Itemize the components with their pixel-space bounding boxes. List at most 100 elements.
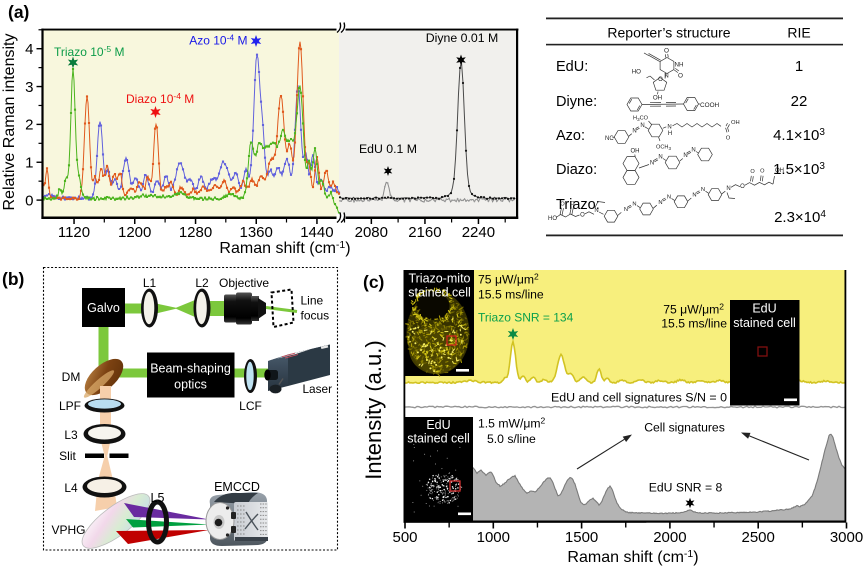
svg-text:EdU 0.1 M: EdU 0.1 M	[359, 142, 417, 156]
svg-text:5.0 s/line: 5.0 s/line	[487, 432, 536, 446]
svg-text:500: 500	[392, 529, 417, 546]
svg-text:1440: 1440	[300, 224, 333, 241]
svg-text:Diazo:: Diazo:	[556, 162, 597, 178]
svg-text:Raman shift (cm-1): Raman shift (cm-1)	[219, 239, 350, 257]
svg-text:N: N	[726, 186, 730, 192]
svg-text:L5: L5	[151, 491, 165, 505]
svg-text:2.3×104: 2.3×104	[774, 209, 826, 226]
svg-text:(b): (b)	[2, 269, 24, 289]
svg-text:N: N	[632, 129, 636, 135]
svg-text:EdU SNR = 8: EdU SNR = 8	[649, 481, 723, 495]
svg-text:N: N	[692, 193, 696, 199]
svg-text:Line: Line	[301, 294, 324, 308]
svg-text:22: 22	[791, 93, 808, 110]
svg-text:(a): (a)	[8, 2, 29, 22]
svg-text:OCH3: OCH3	[656, 145, 671, 151]
svg-text:1: 1	[795, 58, 803, 75]
svg-text:EdU and cell signatures S/N =: EdU and cell signatures S/N = 0	[551, 391, 727, 405]
svg-text:Cell signatures: Cell signatures	[644, 421, 725, 435]
svg-text:1280: 1280	[179, 224, 212, 241]
svg-text:EdU: EdU	[426, 418, 450, 432]
svg-text:L4: L4	[64, 481, 78, 495]
svg-text:OH: OH	[653, 95, 662, 102]
svg-text:EdU: EdU	[752, 302, 776, 316]
svg-text:N: N	[664, 73, 668, 80]
svg-text:OH: OH	[731, 120, 740, 126]
svg-text:stained cell: stained cell	[733, 316, 796, 330]
svg-text:2080: 2080	[355, 224, 388, 241]
svg-text:2000: 2000	[653, 529, 686, 546]
svg-text:N: N	[658, 200, 662, 206]
svg-text:N: N	[594, 208, 598, 214]
svg-text:NC: NC	[605, 136, 614, 142]
svg-text:stained cell: stained cell	[408, 286, 471, 300]
svg-text:Azo 10-4 M: Azo 10-4 M	[189, 33, 247, 48]
svg-text:75 μW/μm2: 75 μW/μm2	[478, 272, 539, 287]
svg-text:O: O	[560, 202, 565, 208]
svg-text:1360: 1360	[240, 224, 273, 241]
svg-text:(c): (c)	[363, 272, 384, 292]
svg-text:Slit: Slit	[59, 449, 76, 463]
svg-text:1.5 mW/μm2: 1.5 mW/μm2	[478, 416, 546, 431]
svg-text:1500: 1500	[565, 529, 598, 546]
svg-text:Intensity (a.u.): Intensity (a.u.)	[361, 340, 386, 479]
svg-text:N: N	[658, 155, 662, 161]
svg-text:O: O	[678, 73, 683, 80]
svg-text:Diyne 0.01 M: Diyne 0.01 M	[426, 31, 498, 45]
svg-text:Triazo:: Triazo:	[556, 197, 600, 213]
svg-text:2240: 2240	[462, 224, 495, 241]
svg-text:HO: HO	[632, 69, 641, 76]
svg-text:Raman shift (cm-1): Raman shift (cm-1)	[567, 548, 698, 566]
svg-text:NH: NH	[675, 62, 684, 69]
svg-text:N: N	[701, 187, 705, 193]
svg-text:O: O	[664, 48, 669, 55]
svg-text:N: N	[640, 123, 644, 129]
svg-text:Azo:: Azo:	[556, 128, 585, 144]
svg-text:LPF: LPF	[59, 399, 81, 413]
svg-text:4.1×103: 4.1×103	[773, 127, 825, 144]
svg-text:1.5×103: 1.5×103	[773, 161, 825, 178]
svg-text:3000: 3000	[830, 529, 863, 546]
svg-text:O: O	[726, 136, 731, 142]
svg-text:O: O	[580, 213, 585, 219]
svg-text:H: H	[668, 131, 672, 137]
svg-text:1200: 1200	[118, 224, 151, 241]
svg-text:Laser: Laser	[303, 382, 333, 396]
svg-text:15.5 ms/line: 15.5 ms/line	[661, 317, 727, 331]
svg-text:LCF: LCF	[239, 399, 262, 413]
svg-text:COOH: COOH	[700, 102, 720, 109]
svg-text:L1: L1	[143, 276, 157, 290]
svg-text:O: O	[570, 201, 575, 207]
svg-text:L3: L3	[64, 428, 78, 442]
svg-text:OH: OH	[631, 149, 640, 155]
svg-text:N: N	[650, 161, 654, 167]
svg-text:N: N	[691, 148, 695, 154]
svg-text:Triazo 10-5 M: Triazo 10-5 M	[54, 44, 124, 59]
svg-text:2160: 2160	[408, 224, 441, 241]
svg-text:DM: DM	[62, 370, 81, 384]
svg-text:RIE: RIE	[787, 25, 810, 41]
svg-text:O: O	[658, 77, 663, 83]
svg-text:Triazo-mito: Triazo-mito	[408, 272, 470, 286]
svg-text:EMCCD: EMCCD	[214, 480, 260, 494]
svg-text:3: 3	[25, 79, 33, 96]
svg-text:2: 2	[25, 117, 33, 134]
svg-text:VPHG: VPHG	[51, 523, 85, 537]
svg-text:Beam-shaping: Beam-shaping	[150, 362, 231, 376]
svg-text:OH: OH	[775, 168, 784, 174]
svg-text:H3CO: H3CO	[633, 116, 649, 122]
svg-text:EdU:: EdU:	[556, 59, 588, 75]
svg-text:Galvo: Galvo	[87, 301, 120, 315]
svg-text:O: O	[760, 169, 765, 175]
svg-text:Relative Raman intensity: Relative Raman intensity	[1, 34, 18, 211]
svg-text:N: N	[667, 125, 671, 131]
svg-text:HO: HO	[548, 216, 557, 222]
svg-text:1120: 1120	[58, 224, 90, 241]
svg-text:O: O	[740, 184, 745, 190]
svg-text:Triazo SNR = 134: Triazo SNR = 134	[478, 311, 574, 325]
svg-text:optics: optics	[174, 378, 207, 392]
svg-text:Objective: Objective	[219, 276, 269, 290]
svg-text:N: N	[632, 202, 636, 208]
svg-text:N: N	[683, 153, 687, 159]
svg-text:2500: 2500	[742, 529, 775, 546]
